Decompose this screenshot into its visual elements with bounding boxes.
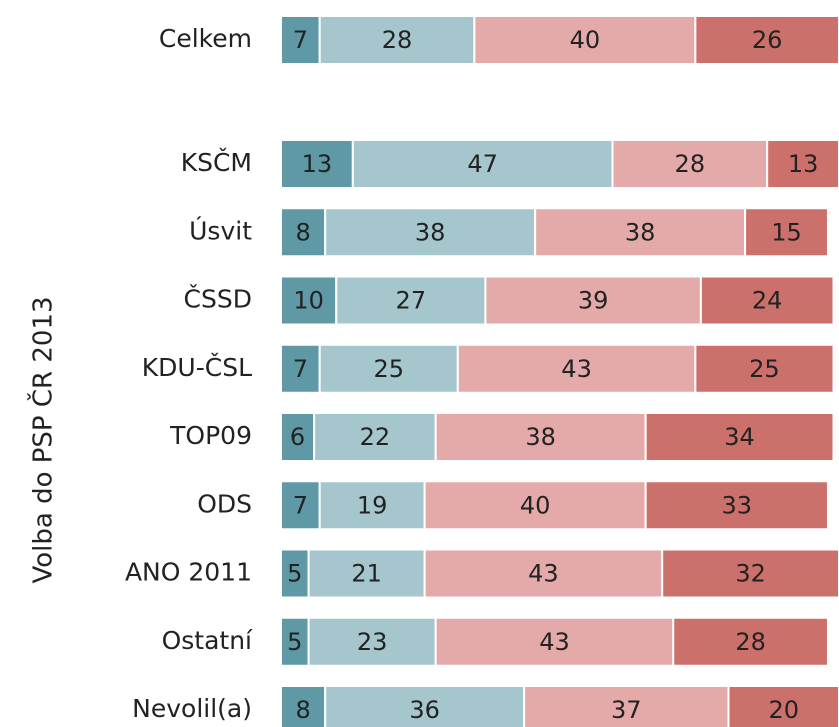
category-label: TOP09 [169, 421, 252, 450]
bar-segment [727, 685, 839, 727]
bar-segment [661, 548, 839, 599]
data-label: 23 [357, 628, 388, 656]
category-label: ČSSD [184, 284, 252, 314]
data-label: 39 [578, 287, 609, 315]
data-label: 13 [788, 150, 819, 178]
data-label: 7 [293, 26, 308, 54]
data-label: 19 [357, 491, 388, 519]
bar-segment [699, 275, 835, 326]
bar-segment [318, 15, 476, 65]
bar-segment [307, 616, 437, 667]
data-label: 37 [611, 696, 642, 724]
data-label: 25 [749, 355, 780, 383]
category-label: ODS [197, 489, 252, 518]
bar-segment [744, 207, 829, 258]
data-label: 32 [735, 560, 766, 588]
bar-segment [694, 343, 835, 394]
data-label: 28 [735, 628, 766, 656]
data-label: 28 [382, 26, 413, 54]
data-label: 25 [373, 355, 404, 383]
bar-segment [280, 15, 321, 65]
data-label: 5 [287, 560, 302, 588]
data-label: 7 [293, 491, 308, 519]
y-axis-label: Volba do PSP ČR 2013 [27, 296, 59, 583]
bar-segment [611, 139, 769, 189]
data-label: 13 [302, 150, 333, 178]
bar-segment [456, 343, 697, 394]
bar-segment [473, 15, 697, 65]
category-label: Ostatní [162, 626, 253, 655]
category-label: KDU-ČSL [142, 352, 252, 382]
data-label: 36 [409, 696, 440, 724]
bar-segment [280, 548, 310, 599]
data-label: 27 [396, 287, 427, 315]
data-label: 43 [528, 560, 559, 588]
data-label: 26 [752, 26, 783, 54]
data-label: 43 [539, 628, 570, 656]
data-label: 38 [415, 218, 446, 246]
bar-segment [694, 15, 839, 65]
data-label: 24 [752, 287, 783, 315]
bar-segment [307, 548, 426, 599]
category-label: KSČM [181, 147, 252, 177]
bar-segment [434, 616, 675, 667]
category-label: ANO 2011 [125, 558, 252, 587]
bar-segment [644, 480, 829, 531]
bar-segment [318, 480, 426, 531]
data-label: 38 [625, 218, 656, 246]
bar-segment [523, 685, 730, 727]
bar-segment [280, 343, 321, 394]
data-label: 28 [675, 150, 706, 178]
data-label: 20 [768, 696, 799, 724]
bar-segment [324, 207, 537, 258]
data-label: 10 [293, 287, 324, 315]
bar-segment [280, 275, 338, 326]
data-label: 34 [724, 423, 755, 451]
data-label: 8 [295, 218, 310, 246]
bar-segment [534, 207, 747, 258]
data-label: 5 [287, 628, 302, 656]
data-label: 47 [467, 150, 498, 178]
bar-segment [280, 139, 354, 189]
data-label: 33 [722, 491, 753, 519]
bar-segment [280, 412, 316, 462]
bar-segment [280, 207, 327, 258]
bar-segment [484, 275, 702, 326]
category-label: Celkem [159, 24, 252, 53]
bar-segment [423, 548, 664, 599]
bar-segment [280, 480, 321, 531]
bar-segment [766, 139, 839, 189]
bar-segment [335, 275, 487, 326]
data-label: 8 [295, 696, 310, 724]
data-label: 22 [360, 423, 391, 451]
data-label: 43 [561, 355, 592, 383]
bar-segment [318, 343, 459, 394]
bar-segment [644, 412, 835, 462]
category-label: Nevolil(a) [132, 694, 252, 723]
data-label: 40 [570, 26, 601, 54]
bar-segment [313, 412, 437, 462]
data-label: 38 [525, 423, 556, 451]
data-label: 40 [520, 491, 551, 519]
bar-segment [324, 685, 526, 727]
data-label: 6 [290, 423, 305, 451]
data-label: 21 [351, 560, 382, 588]
data-label: 7 [293, 355, 308, 383]
bar-segment [672, 616, 829, 667]
category-label: Úsvit [189, 215, 252, 245]
data-label: 15 [771, 218, 802, 246]
bar-segment [423, 480, 647, 531]
